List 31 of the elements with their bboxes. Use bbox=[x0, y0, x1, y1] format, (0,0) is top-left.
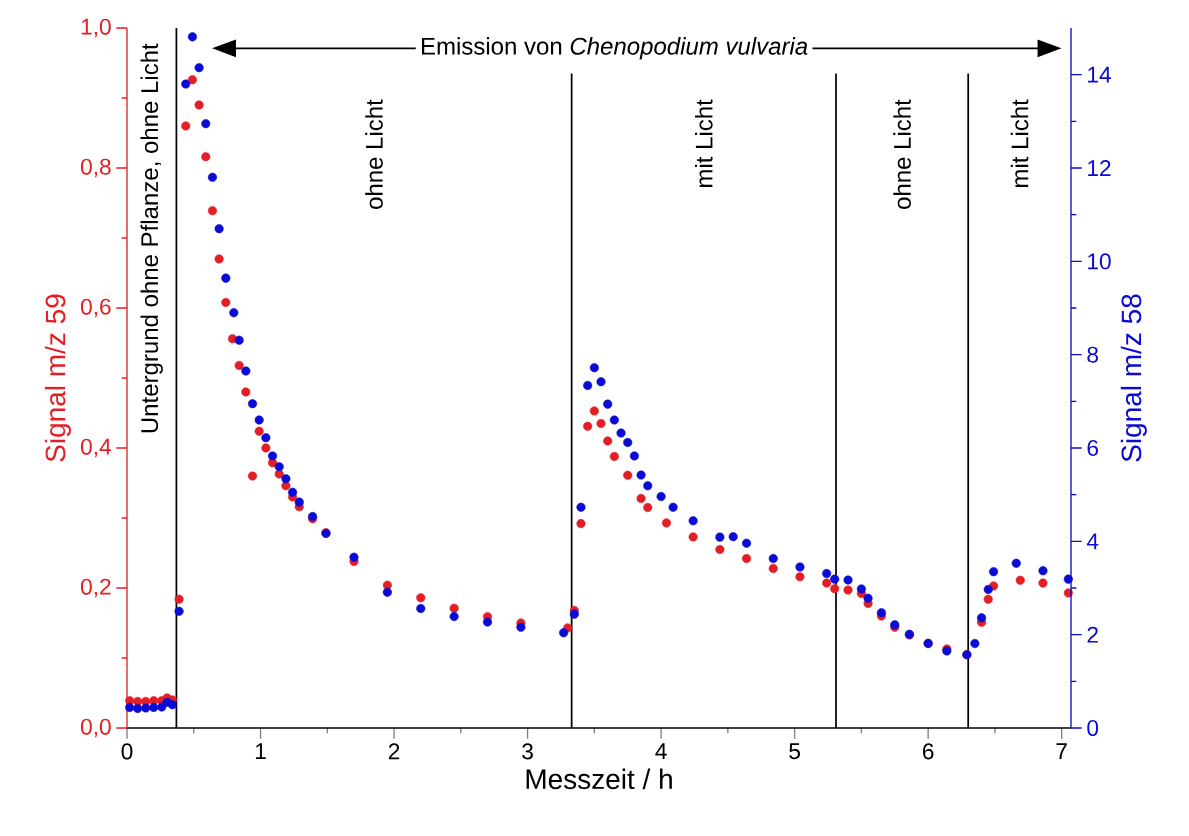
y-tick-label: 0,6 bbox=[80, 298, 111, 318]
x-tick-label: 7 bbox=[1056, 743, 1067, 759]
y2-tick-label: 6 bbox=[1087, 439, 1098, 457]
annotation: mit Licht bbox=[1010, 99, 1029, 187]
x-tick-label: 2 bbox=[388, 743, 400, 760]
y2-tick-label: 12 bbox=[1088, 160, 1111, 176]
x-tick-label: 4 bbox=[655, 743, 667, 759]
y2-tick-label: 14 bbox=[1088, 66, 1111, 83]
x-tick-label: 6 bbox=[922, 743, 934, 760]
y-tick-label: 0,2 bbox=[80, 578, 111, 598]
annotation: ohne Licht bbox=[893, 99, 911, 209]
y-tick-label: 0,4 bbox=[80, 438, 111, 458]
y2-axis-title: Signal m/z 58 bbox=[1120, 294, 1147, 462]
y-tick-label: 0,0 bbox=[80, 718, 111, 738]
y2-tick-label: 2 bbox=[1087, 626, 1098, 643]
y-axis-title: Signal m/z 59 bbox=[44, 294, 71, 462]
x-tick-label: 0 bbox=[121, 743, 133, 760]
y2-tick-label: 8 bbox=[1087, 346, 1099, 363]
annotation: Untergrund ohne Pflanze, ohne Licht bbox=[140, 43, 163, 433]
y-tick-label: 0,8 bbox=[80, 158, 111, 178]
y2-tick-label: 10 bbox=[1088, 253, 1111, 270]
x-tick-label: 5 bbox=[789, 743, 800, 760]
x-tick-label: 1 bbox=[255, 743, 266, 759]
annotation: ohne Licht bbox=[365, 99, 383, 209]
x-axis-title: Messzeit / h bbox=[526, 768, 672, 790]
y2-tick-label: 4 bbox=[1086, 533, 1099, 550]
x-tick-label: 3 bbox=[522, 743, 533, 760]
y2-tick-label: 0 bbox=[1087, 719, 1099, 737]
annotation: mit Licht bbox=[695, 99, 713, 187]
y-tick-label: 1,0 bbox=[81, 18, 111, 38]
annotation: Emission von Chenopodium vulvaria bbox=[421, 37, 808, 60]
